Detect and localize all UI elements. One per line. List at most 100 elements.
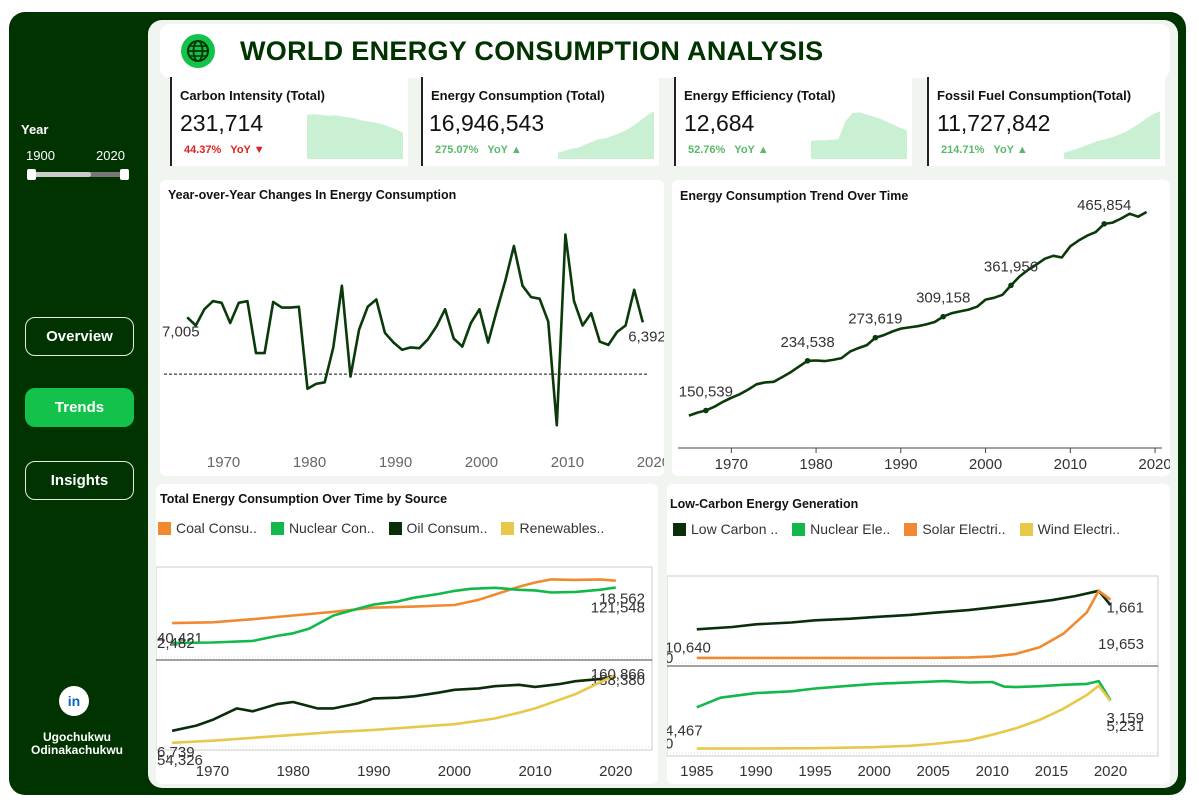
series-end-label: 121,548 [591, 600, 645, 617]
first-value-label: 7,005 [162, 323, 200, 340]
series-start-label: 2,482 [157, 635, 195, 652]
legend-swatch [1019, 522, 1033, 536]
x-tick-label: 1985 [680, 763, 713, 780]
kpi-yoy-label: YoY [487, 144, 508, 156]
author-last-name: Odinakachukwu [30, 743, 124, 757]
kpi-sparkline [811, 112, 907, 159]
x-tick-label: 2020 [1094, 763, 1127, 780]
linkedin-icon-text: in [67, 693, 81, 709]
triangle-up-icon: ▲ [510, 144, 522, 156]
series-end-label: 3,159 [1106, 710, 1144, 727]
trend-marker [940, 313, 946, 320]
legend-swatch [388, 521, 402, 535]
legend-label: Oil Consum.. [406, 520, 488, 536]
sparkline-area [307, 114, 403, 159]
globe-icon [181, 34, 215, 68]
trend-value-label: 150,539 [679, 383, 733, 400]
trend-value-label: 273,619 [848, 311, 902, 328]
consumption-trend-panel: Energy Consumption Trend Over Time 150,5… [672, 180, 1170, 476]
x-tick-label: 2000 [465, 454, 498, 471]
chart-legend: Low Carbon .. Nuclear Ele.. Solar Electri.… [673, 521, 1120, 537]
series-start-label: 6,739 [157, 744, 195, 761]
trend-value-label: 361,956 [984, 258, 1038, 275]
series-start-label: 4,467 [667, 722, 703, 739]
series-end-label: 19,653 [1098, 636, 1144, 653]
panel-title: Total Energy Consumption Over Time by So… [160, 492, 448, 506]
year-range-min: 1900 [26, 148, 55, 163]
trend-series-line [688, 210, 1148, 417]
legend-item[interactable]: Nuclear Ele.. [792, 521, 890, 537]
triangle-down-icon: ▼ [253, 144, 265, 156]
trend-value-label: 234,538 [780, 334, 834, 351]
x-tick-label: 2010 [551, 454, 584, 471]
kpi-yoy-label: YoY [734, 144, 755, 156]
x-tick-label: 1990 [379, 454, 412, 471]
trend-marker [804, 357, 811, 364]
consumption-by-source-panel: Total Energy Consumption Over Time by So… [156, 484, 658, 784]
kpi-value: 11,727,842 [937, 110, 1051, 136]
legend-item[interactable]: Wind Electri.. [1019, 521, 1120, 537]
series-line [696, 684, 1112, 750]
x-tick-label: 1980 [293, 454, 326, 471]
series-line [696, 679, 1112, 709]
yoy-series-line [186, 233, 645, 427]
dashboard-frame: Year 1900 2020 Overview Trends Insights … [9, 12, 1186, 795]
author-first-name: Ugochukwu [43, 730, 111, 744]
series-line [696, 589, 1112, 631]
x-tick-label: 1970 [207, 454, 240, 471]
year-range-handle-max[interactable] [120, 169, 129, 180]
legend-label: Solar Electri.. [922, 521, 1006, 537]
sparkline-area [811, 112, 907, 159]
legend-item[interactable]: Nuclear Con.. [270, 520, 375, 536]
x-tick-label: 2010 [1054, 456, 1087, 473]
x-tick-label: 2020 [637, 454, 664, 471]
overview-button[interactable]: Overview [25, 317, 134, 356]
legend-label: Nuclear Con.. [288, 520, 375, 536]
last-value-label: 6,392 [628, 328, 664, 345]
x-tick-label: 1990 [357, 763, 390, 780]
series-end-label: 160,866 [591, 666, 645, 683]
legend-label: Low Carbon .. [691, 521, 779, 537]
yoy-change-chart: 7,005 6,392 1970 1980 1990 2000 2010 2020 [162, 233, 664, 471]
trend-marker [1008, 282, 1014, 289]
x-tick-label: 2010 [976, 763, 1009, 780]
series-start-label: 0 [667, 650, 673, 667]
x-tick-label: 2020 [599, 763, 632, 780]
series-start-label: 10,640 [667, 639, 711, 656]
insights-button[interactable]: Insights [25, 461, 134, 500]
year-range-max: 2020 [96, 148, 125, 163]
plot-frame [156, 566, 653, 751]
kpi-value: 12,684 [684, 110, 755, 136]
sparkline-area [1064, 111, 1160, 159]
x-tick-label: 2000 [438, 763, 471, 780]
legend-item[interactable]: Oil Consum.. [388, 520, 488, 536]
legend-item[interactable]: Low Carbon .. [673, 521, 778, 537]
yoy-change-panel: Year-over-Year Changes In Energy Consump… [160, 180, 664, 476]
trends-button[interactable]: Trends [25, 388, 134, 427]
year-filter-label: Year [21, 122, 49, 137]
year-range-slider[interactable] [27, 169, 129, 180]
year-range-handle-min[interactable] [27, 169, 36, 180]
legend-item[interactable]: Solar Electri.. [904, 521, 1006, 537]
header: WORLD ENERGY CONSUMPTION ANALYSIS [160, 24, 1170, 78]
kpi-yoy: 52.76% YoY ▲ [688, 144, 769, 156]
kpi-label: Energy Consumption (Total) [431, 88, 605, 103]
linkedin-icon[interactable]: in [59, 686, 89, 716]
kpi-label: Fossil Fuel Consumption(Total) [937, 88, 1132, 103]
kpi-yoy: 275.07% YoY ▲ [435, 144, 522, 156]
kpi-yoy: 214.71% YoY ▲ [941, 144, 1028, 156]
legend-item[interactable]: Coal Consu.. [158, 520, 257, 536]
series-line [696, 589, 1112, 660]
legend-item[interactable]: Renewables.. [501, 520, 604, 536]
x-tick-label: 1980 [276, 763, 309, 780]
panel-title: Year-over-Year Changes In Energy Consump… [168, 188, 457, 202]
legend-label: Renewables.. [519, 520, 605, 536]
chart-legend: Coal Consu.. Nuclear Con.. Oil Consum.. Ren… [158, 520, 604, 536]
kpi-label: Energy Efficiency (Total) [684, 88, 836, 103]
main-canvas: WORLD ENERGY CONSUMPTION ANALYSIS Carbon… [148, 20, 1178, 788]
kpi-sparkline [1064, 111, 1160, 159]
trend-marker [872, 334, 879, 341]
kpi-label: Carbon Intensity (Total) [180, 88, 325, 103]
series-line [172, 673, 617, 745]
x-tick-label: 1980 [799, 456, 832, 473]
